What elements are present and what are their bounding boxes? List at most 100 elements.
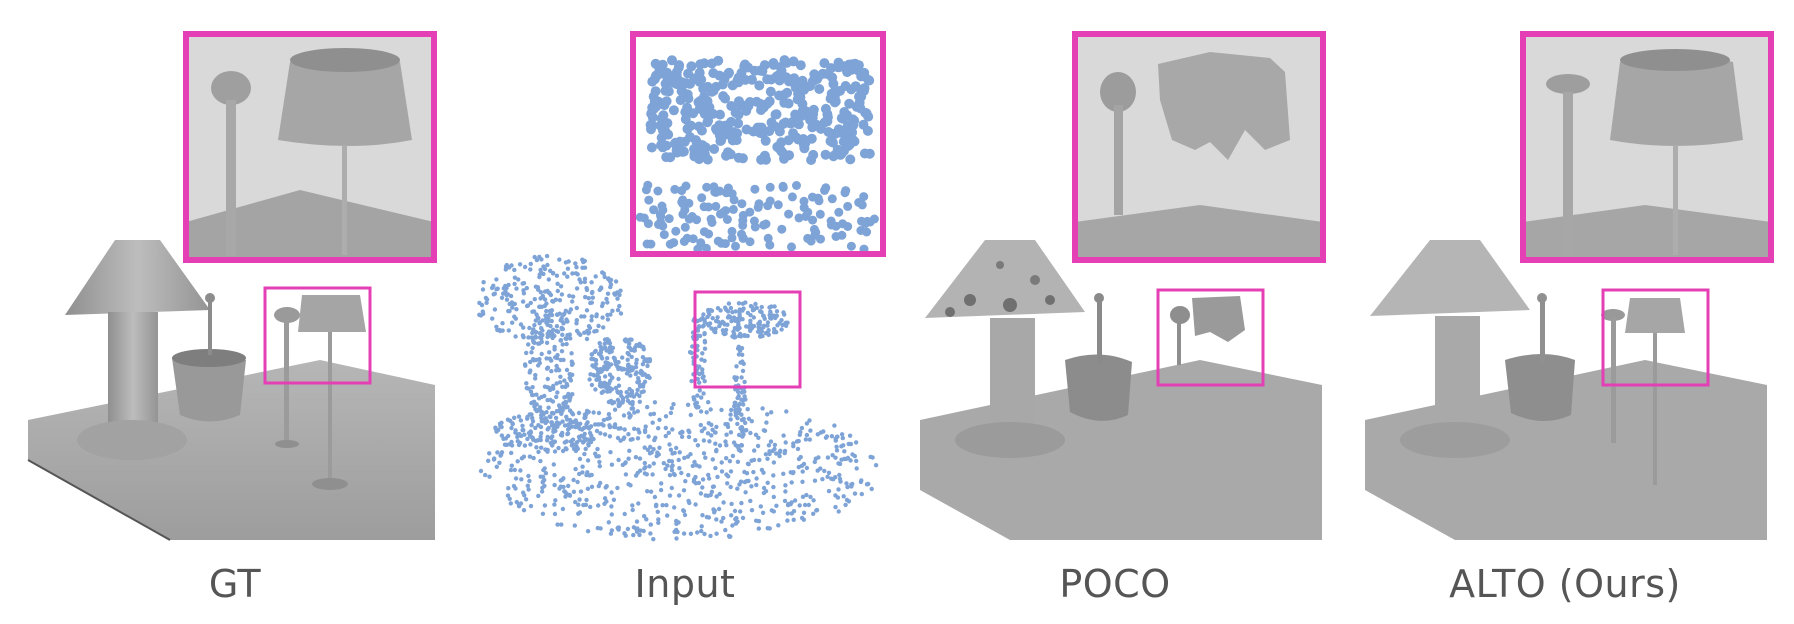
point [784, 409, 789, 414]
point [567, 408, 573, 413]
point [745, 407, 750, 412]
point [677, 466, 682, 471]
point [650, 420, 655, 425]
point [792, 498, 798, 503]
point [618, 288, 623, 293]
point [633, 371, 638, 377]
point [498, 424, 503, 429]
point [702, 358, 707, 363]
point [688, 412, 693, 418]
point [551, 427, 556, 432]
point [754, 482, 759, 488]
point [827, 194, 837, 204]
point [695, 443, 701, 448]
point [528, 359, 533, 365]
point [601, 423, 606, 428]
point [582, 265, 588, 270]
point [750, 184, 760, 194]
point [495, 327, 500, 333]
point [736, 447, 742, 452]
point [530, 345, 535, 351]
point [622, 338, 628, 343]
point [564, 414, 569, 419]
point [597, 464, 602, 469]
point [494, 464, 499, 469]
point [512, 275, 518, 280]
point [565, 274, 570, 279]
point [581, 425, 587, 431]
point [651, 461, 656, 466]
point [854, 198, 864, 207]
point [694, 463, 699, 468]
point [660, 85, 671, 96]
point [704, 229, 714, 239]
point [661, 152, 672, 163]
point [706, 515, 712, 520]
point [548, 323, 553, 329]
point [691, 397, 697, 402]
point [836, 509, 841, 514]
point [645, 489, 650, 494]
point [670, 184, 680, 194]
point [763, 489, 769, 494]
point [671, 226, 681, 236]
point [507, 496, 512, 501]
point [853, 60, 864, 71]
point [735, 519, 740, 524]
point [699, 395, 704, 400]
point [791, 517, 796, 522]
point [504, 262, 509, 268]
point [720, 129, 731, 140]
point [546, 405, 551, 410]
point [528, 442, 533, 447]
point [528, 267, 533, 272]
point [782, 450, 787, 456]
point [561, 320, 566, 326]
point [627, 386, 632, 392]
point [655, 450, 660, 455]
point [604, 367, 610, 372]
point [609, 512, 614, 517]
point [863, 111, 874, 122]
point [620, 355, 625, 360]
point [533, 376, 538, 381]
point [700, 513, 705, 518]
point [657, 445, 662, 450]
point [559, 411, 564, 416]
point [834, 207, 844, 217]
point [702, 426, 707, 431]
point [557, 257, 562, 262]
point [584, 336, 590, 342]
point [550, 327, 556, 332]
point [687, 500, 692, 506]
point [503, 289, 508, 294]
point [582, 412, 588, 417]
point [589, 472, 594, 478]
point [829, 86, 840, 97]
point [663, 425, 668, 431]
point [811, 511, 816, 516]
point [564, 317, 569, 322]
point [512, 415, 517, 420]
point [483, 472, 488, 478]
point [594, 428, 600, 434]
point [527, 454, 533, 459]
point [645, 404, 650, 410]
point [601, 271, 606, 276]
point [529, 423, 534, 428]
point [585, 470, 590, 475]
point [532, 323, 537, 328]
point [729, 513, 734, 518]
point [669, 405, 674, 411]
point [554, 273, 560, 278]
point [622, 427, 627, 432]
point [506, 486, 511, 491]
highlight-box-small [693, 290, 802, 389]
point [667, 473, 673, 478]
point [795, 446, 801, 452]
point [608, 531, 614, 536]
point [567, 293, 572, 298]
point [634, 361, 639, 366]
point [535, 438, 541, 443]
point [518, 433, 524, 439]
